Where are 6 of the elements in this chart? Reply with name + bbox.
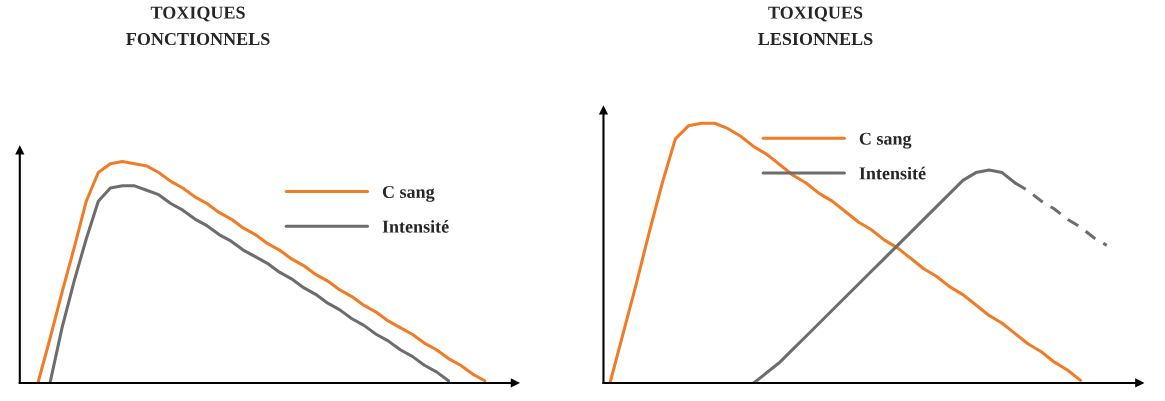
legend-label: Intensité xyxy=(859,166,926,180)
chart-title: TOXIQUES LESIONNELS xyxy=(758,6,873,46)
legend-label: C sang xyxy=(859,132,912,149)
legend-label: Intensité xyxy=(382,220,449,233)
chart-title: TOXIQUES FONCTIONNELS xyxy=(126,6,270,46)
legend-label: C sang xyxy=(382,185,435,202)
